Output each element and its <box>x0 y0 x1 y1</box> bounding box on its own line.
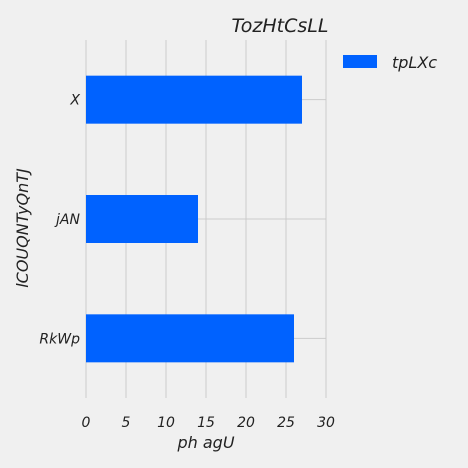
x-tick-label: 30 <box>317 415 335 431</box>
x-tick-label: 5 <box>122 415 131 431</box>
y-axis-label: lCOUQNTyQnTJ <box>13 168 32 288</box>
bar <box>86 314 294 363</box>
x-tick-label: 20 <box>237 415 255 431</box>
legend: tpLXc <box>343 53 437 72</box>
x-tick-label: 25 <box>277 415 295 431</box>
bar <box>86 75 302 124</box>
y-tick-label: X <box>69 93 80 109</box>
legend-label: tpLXc <box>392 53 437 72</box>
x-tick-label: 0 <box>82 415 91 431</box>
y-tick-label: RkWp <box>39 331 80 347</box>
chart-title: TozHtCsLL <box>232 15 329 37</box>
x-tick-label: 15 <box>197 415 215 431</box>
legend-swatch <box>343 55 377 68</box>
bar <box>86 195 198 243</box>
bars <box>86 75 302 363</box>
x-tick-label: 10 <box>157 415 175 431</box>
y-tick-label: jAN <box>54 212 80 228</box>
x-tick-labels: 0 5 10 15 20 25 30 <box>82 415 335 431</box>
y-tick-labels: RkWp jAN X <box>39 93 80 348</box>
x-axis-label: ph agU <box>176 433 234 452</box>
